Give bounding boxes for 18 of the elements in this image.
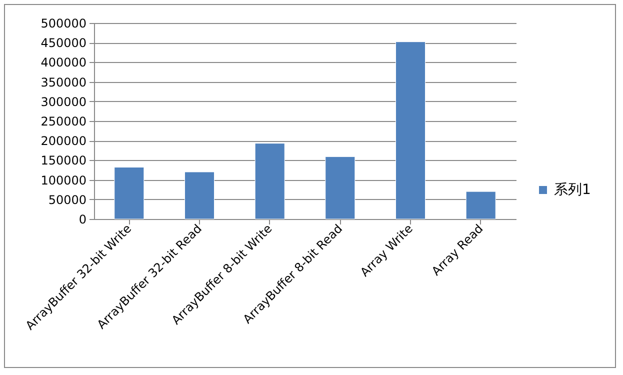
y-tick-label: 250000: [40, 114, 86, 128]
bar: [184, 172, 215, 220]
y-tick-label: 500000: [40, 16, 86, 30]
bar: [325, 156, 356, 220]
y-tick-label: 50000: [48, 192, 86, 207]
bar: [466, 191, 496, 220]
y-tick-label: 200000: [40, 134, 86, 148]
y-tick-label: 100000: [40, 173, 86, 188]
y-tick-label: 450000: [40, 36, 86, 50]
y-tick-label: 350000: [40, 75, 86, 90]
legend-label: 系列1: [554, 182, 591, 198]
bar: [395, 42, 426, 220]
y-tick-label: 150000: [40, 154, 86, 168]
bar: [114, 167, 144, 220]
y-tick-label: 0: [78, 212, 86, 226]
y-tick-label: 400000: [40, 56, 86, 70]
y-tick-label: 300000: [40, 94, 86, 109]
bar: [254, 143, 285, 220]
